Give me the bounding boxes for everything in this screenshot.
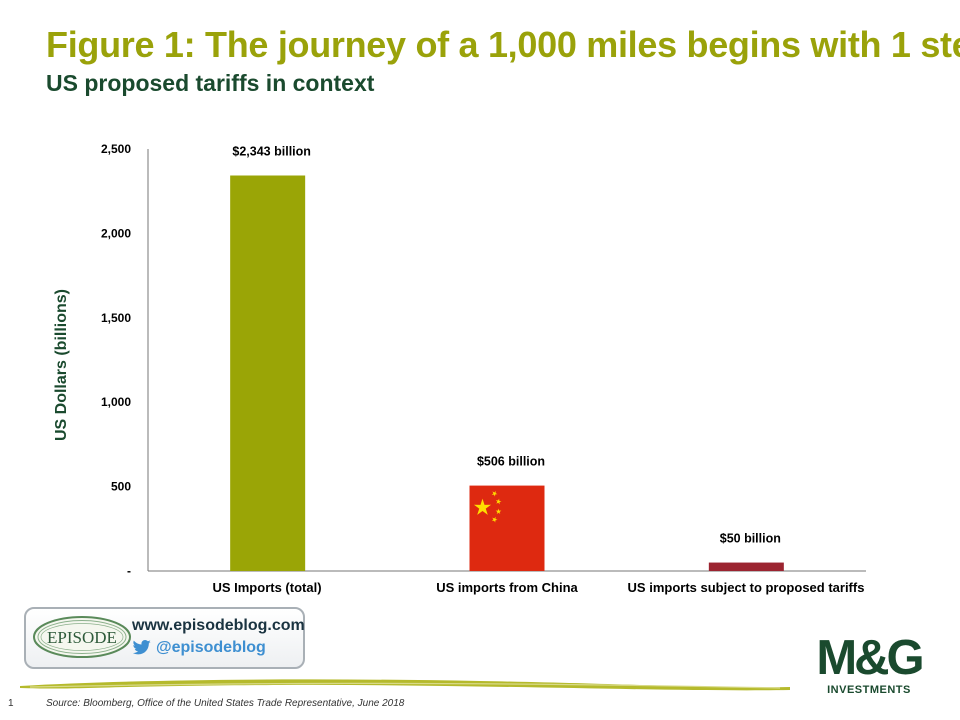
page-subtitle: US proposed tariffs in context [46,70,375,96]
source-note: Source: Bloomberg, Office of the United … [46,698,405,709]
bar-chart: - 500 1,000 1,500 2,000 2,500 $2,343 billion $5… [101,142,866,578]
episode-twitter-handle: @episodeblog [156,639,266,656]
category-label-us-imports-tariffs: US imports subject to proposed tariffs [627,580,865,595]
y-tick-label: 1,000 [101,395,131,409]
y-tick-label: 1,500 [101,311,131,325]
data-label: $506 billion [477,455,545,469]
category-label-us-imports-china: US imports from China [436,580,578,595]
flag-star-small-icon [491,490,498,497]
y-tick-label: 500 [111,480,131,494]
category-label-us-imports-total: US Imports (total) [212,580,322,595]
data-label: $50 billion [720,532,781,546]
flag-star-small-icon [495,498,502,505]
episode-blog-banner[interactable]: EPISODE www.episodeblog.com @episodeblog [24,607,305,669]
episode-logo-text: EPISODE [47,628,117,647]
y-tick-label: - [127,564,131,578]
flag-star-small-icon [495,508,502,515]
y-tick-label: 2,000 [101,226,131,240]
mg-logo-text: M&G [816,631,924,685]
mg-investments-logo: M&G INVESTMENTS [808,632,930,702]
mg-logo-subtext: INVESTMENTS [827,684,911,696]
y-tick-label: 2,500 [101,142,131,156]
flag-star-large-icon [473,498,492,515]
bar [469,485,545,571]
page-number: 1 [8,698,14,709]
episode-url-link[interactable]: www.episodeblog.com [132,617,305,634]
bar [230,175,306,572]
y-axis-label: US Dollars (billions) [53,288,70,442]
decorative-swoosh [20,679,790,691]
episode-logo: EPISODE [33,616,131,658]
flag-star-small-icon [491,516,498,523]
episode-twitter-link[interactable]: @episodeblog [132,639,266,657]
page-title: Figure 1: The journey of a 1,000 miles b… [46,24,960,65]
data-label: $2,343 billion [232,145,311,159]
bar [708,562,784,571]
twitter-bird-icon [132,640,151,655]
